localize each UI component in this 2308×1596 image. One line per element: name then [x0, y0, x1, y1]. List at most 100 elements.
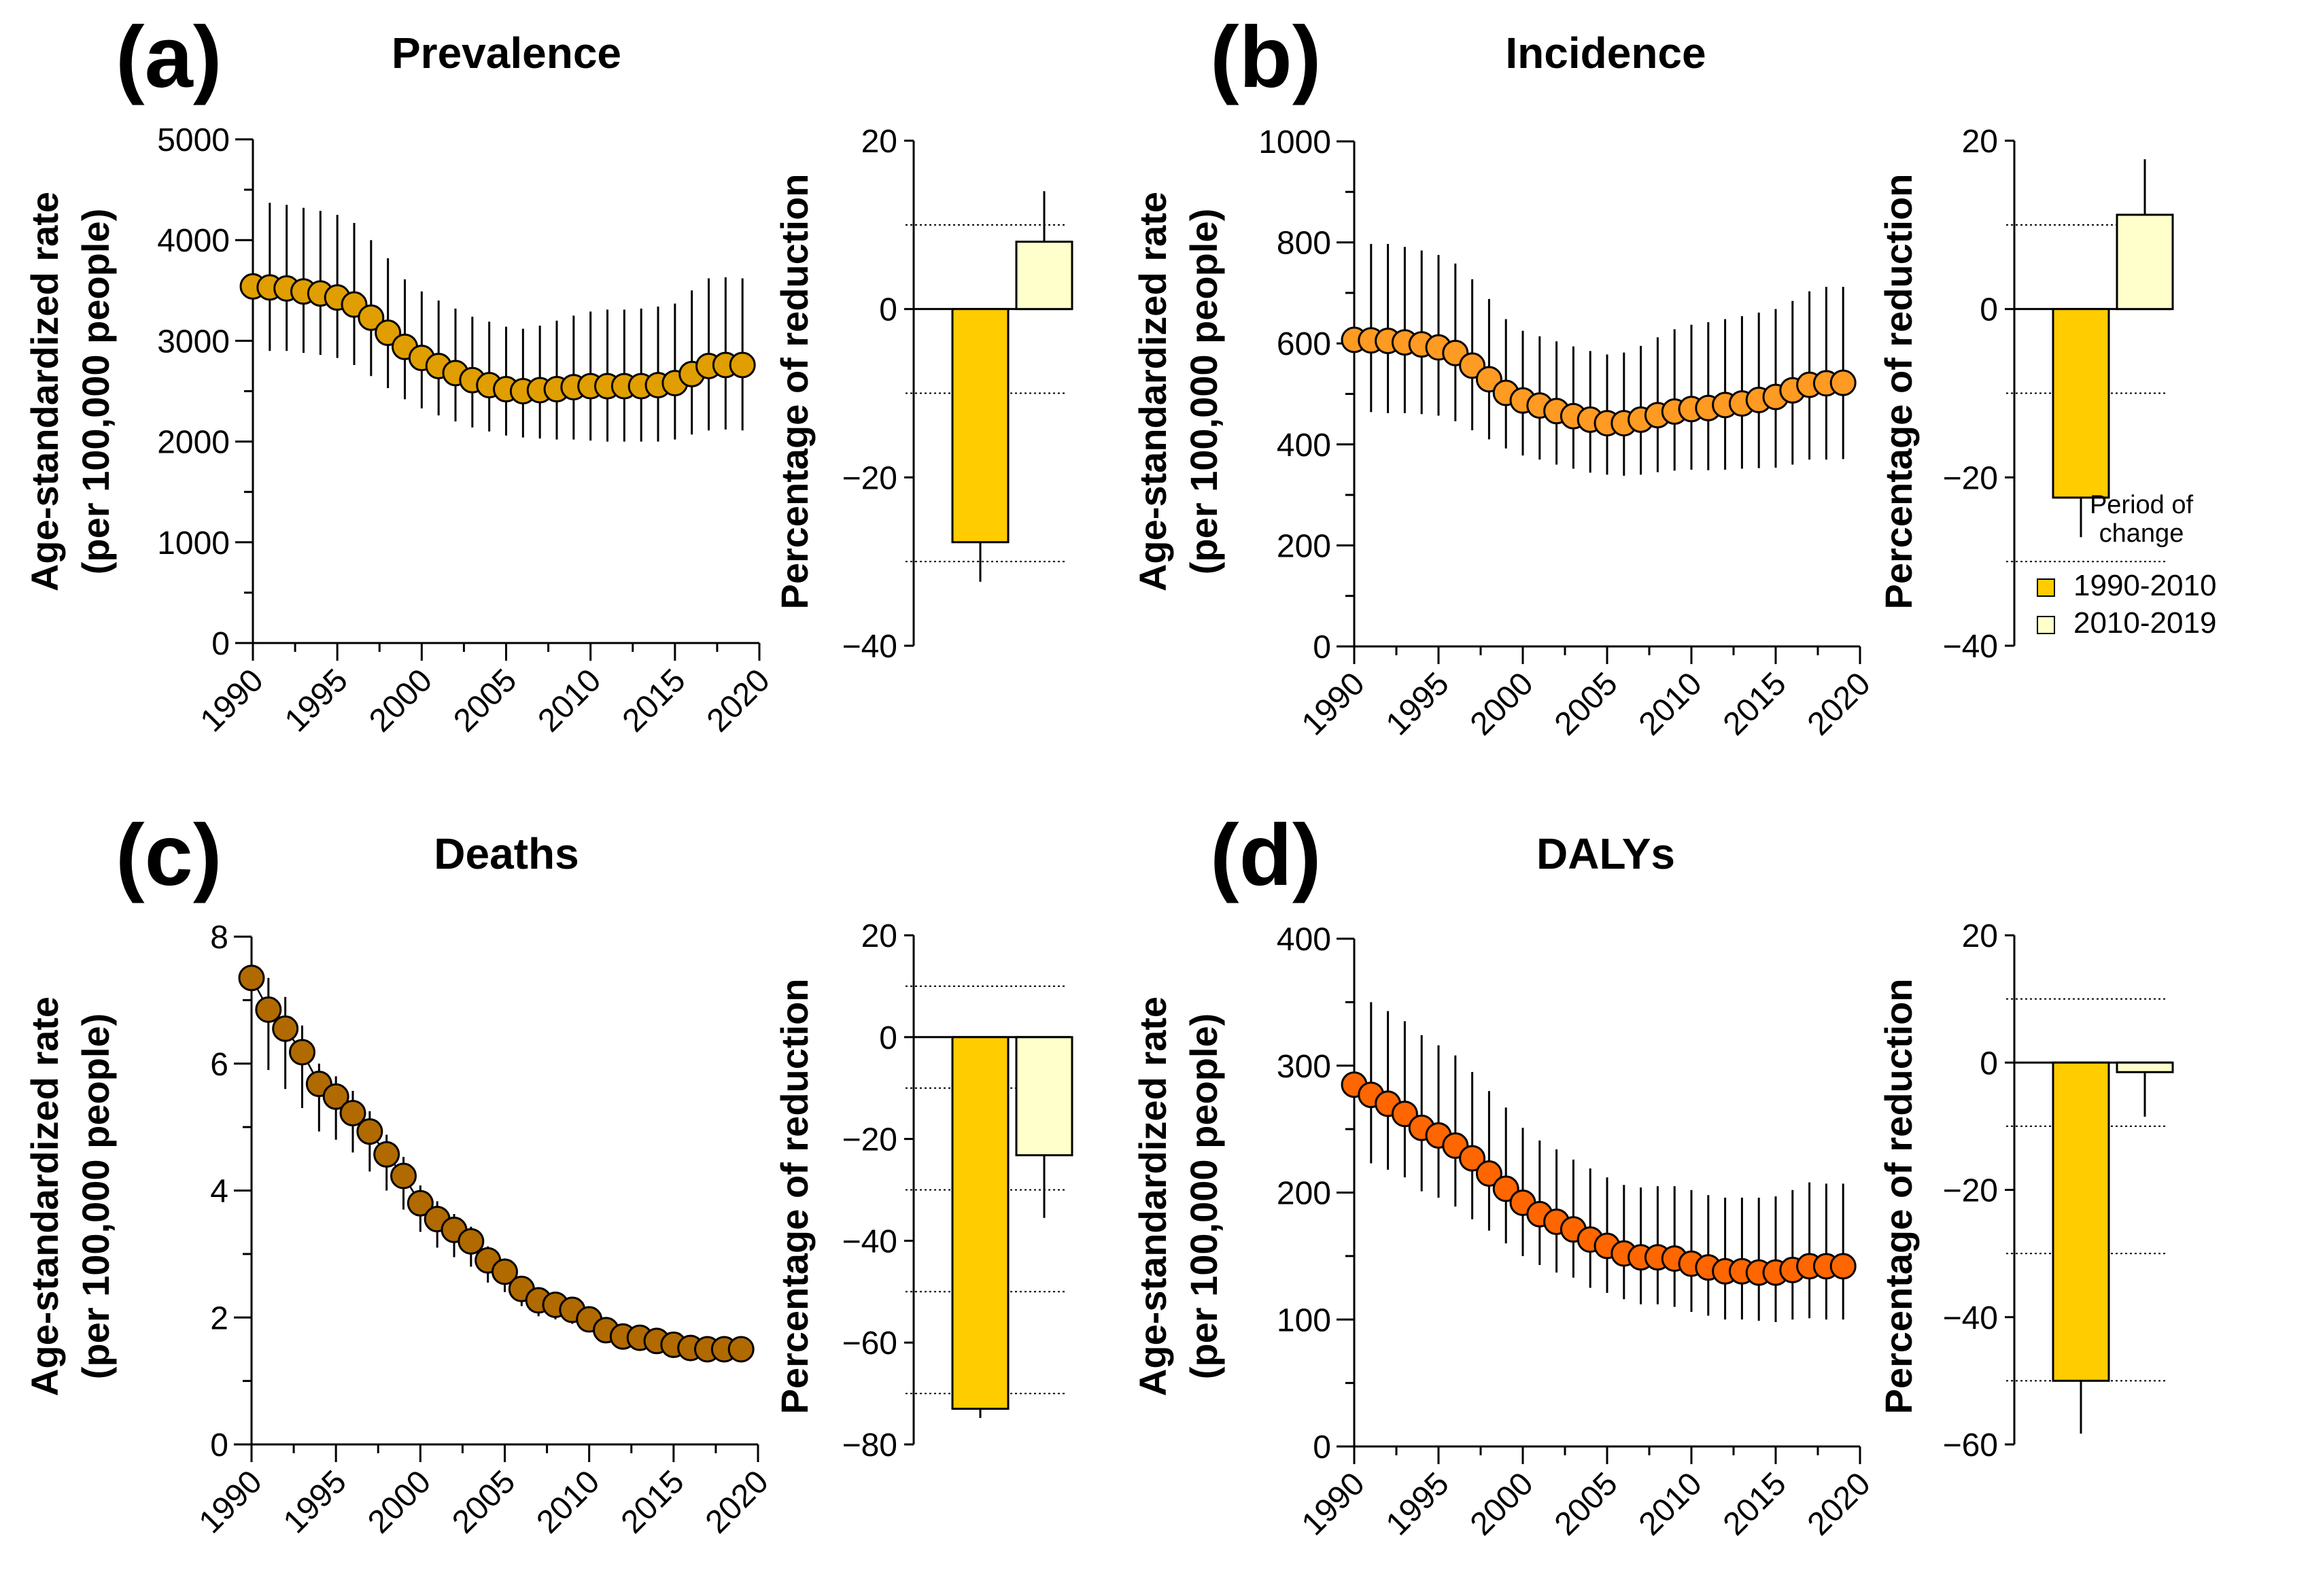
x-tick-label: 1990 [192, 1463, 269, 1540]
data-point [1459, 1145, 1486, 1172]
y-tick-label: 2 [210, 1300, 228, 1336]
panel-d: (d) DALYs Age-standardized rate (per 100… [1131, 807, 2174, 1542]
x-tick-label: 2005 [445, 1463, 522, 1540]
bar-1990-2010 [2052, 308, 2110, 499]
panel-a: (a) Prevalence Age-standardized rate (pe… [23, 9, 1073, 739]
legend-title-line2: change [2099, 519, 2184, 548]
y-axis-title-line1: Age-standardized rate [1131, 192, 1174, 591]
x-tick-label: 1995 [278, 662, 355, 739]
y-tick-label: 1000 [157, 525, 230, 561]
legend-label: 1990-2010 [2073, 569, 2216, 602]
x-tick-label: 2010 [530, 1463, 606, 1540]
bar-y-axis-title: Percentage of reduction [773, 978, 816, 1414]
legend-swatch-2010-2019 [2037, 616, 2055, 634]
x-tick-label: 2000 [1464, 1465, 1540, 1542]
data-point [373, 1141, 400, 1168]
data-point [1475, 1160, 1502, 1187]
y-axis-title-line2: (per 100,000 people) [74, 209, 117, 574]
x-tick-label: 2005 [1548, 665, 1625, 742]
data-point [407, 1190, 434, 1217]
y-tick-label: 2000 [157, 425, 230, 461]
data-point [1492, 1175, 1519, 1202]
bar-y-tick-label: −20 [1943, 460, 1998, 496]
y-axis-title-line2: (per 100,000 people) [1182, 209, 1225, 574]
panel-label: (b) [1210, 9, 1321, 106]
bar-1990-2010 [951, 308, 1010, 544]
y-tick-label: 4000 [157, 223, 230, 259]
y-tick-label: 8 [210, 920, 228, 956]
panel-title: DALYs [1536, 829, 1675, 878]
panel-title: Incidence [1505, 29, 1706, 77]
data-point [727, 1336, 755, 1363]
data-point [375, 319, 402, 347]
bar-plot: 20 0 −20 −40 −60 [1943, 918, 2174, 1463]
y-axis-title-line2: (per 100,000 people) [1182, 1013, 1225, 1379]
bar-y-tick-label: 0 [1980, 292, 1998, 328]
data-point [358, 304, 385, 331]
x-tick-label: 2015 [616, 662, 693, 739]
x-tick-label: 2010 [531, 662, 608, 739]
x-tick-label: 1990 [1295, 1465, 1372, 1542]
x-tick-label: 2020 [1801, 665, 1878, 742]
x-tick-label: 1990 [1295, 665, 1372, 742]
bar-y-tick-label: −20 [1943, 1173, 1998, 1209]
bar-2010-2019 [1015, 1036, 1073, 1157]
x-tick-label: 1995 [277, 1463, 354, 1540]
bar-y-tick-label: 0 [1980, 1045, 1998, 1081]
panel-label: (c) [116, 807, 222, 904]
y-tick-label: 600 [1277, 326, 1331, 362]
x-tick-label: 2010 [1632, 1465, 1709, 1542]
x-tick-label: 2005 [447, 662, 523, 739]
bar-y-tick-label: −40 [1943, 629, 1998, 665]
y-tick-label: 400 [1277, 428, 1331, 464]
panel-label: (d) [1210, 807, 1321, 904]
panel-label: (a) [116, 9, 222, 106]
bar-y-tick-label: −20 [842, 460, 897, 496]
y-tick-label: 1000 [1258, 124, 1331, 160]
bar-y-tick-label: −60 [842, 1325, 897, 1361]
x-tick-label: 1990 [194, 662, 271, 739]
legend-title-line1: Period of [2090, 491, 2194, 519]
data-point [272, 1015, 299, 1042]
bar-y-tick-label: 20 [861, 124, 897, 160]
bar-y-tick-label: 20 [1962, 124, 1998, 160]
y-axis-title-line2: (per 100,000 people) [74, 1013, 117, 1379]
x-tick-label: 2020 [700, 662, 777, 739]
x-tick-label: 2015 [615, 1463, 691, 1540]
bar-y-tick-label: −60 [1943, 1427, 1998, 1463]
data-point [1829, 1253, 1857, 1280]
data-point [1829, 369, 1857, 396]
data-point [238, 965, 265, 992]
x-tick-label: 2005 [1548, 1465, 1625, 1542]
y-tick-label: 5000 [157, 122, 230, 158]
y-tick-label: 3000 [157, 324, 230, 360]
y-tick-label: 100 [1277, 1302, 1331, 1338]
panel-c: (c) Deaths Age-standardized rate (per 10… [23, 807, 1073, 1540]
data-point [458, 1228, 485, 1255]
bar-y-tick-label: 20 [861, 918, 897, 954]
y-tick-label: 200 [1277, 528, 1331, 564]
x-tick-label: 1995 [1379, 665, 1456, 742]
x-tick-label: 2010 [1632, 665, 1709, 742]
scatter-plot: 0 2 4 6 8 1990 1995 2000 2005 2010 2015 2020 [192, 920, 776, 1540]
data-point [390, 1162, 417, 1190]
bar-2010-2019 [1015, 241, 1073, 311]
bar-1990-2010 [2052, 1061, 2110, 1382]
y-tick-label: 0 [210, 1427, 228, 1463]
data-point [729, 351, 756, 379]
x-tick-label: 1995 [1379, 1465, 1456, 1542]
x-tick-label: 2000 [361, 1463, 438, 1540]
panel-b: (b) Incidence Age-standardized rate (per… [1131, 9, 2216, 742]
legend: Period of change 1990-2010 2010-2019 [2037, 491, 2216, 640]
bar-y-tick-label: −40 [842, 1224, 897, 1260]
bar-y-tick-label: 0 [879, 292, 897, 328]
data-point [492, 1258, 518, 1285]
bar-1990-2010 [951, 1036, 1010, 1410]
y-tick-label: 0 [1313, 629, 1331, 665]
data-point [255, 996, 282, 1023]
bar-y-tick-label: −20 [842, 1122, 897, 1158]
panel-title: Prevalence [392, 29, 621, 77]
bar-y-tick-label: −80 [842, 1427, 897, 1463]
